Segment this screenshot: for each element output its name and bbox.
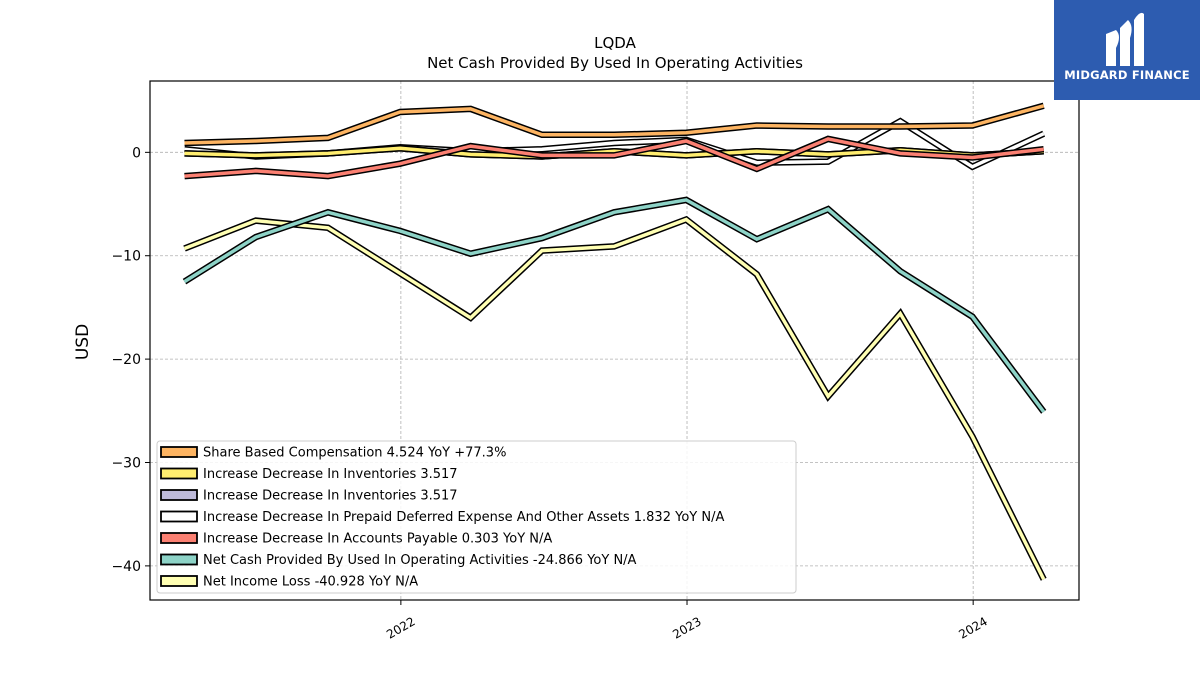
y-tick-label: −10: [111, 249, 141, 265]
legend-swatch: [160, 532, 198, 544]
series-line: [182, 196, 1047, 414]
legend-box: [156, 440, 797, 594]
series-lines: [182, 102, 1047, 581]
legend-swatch: [160, 489, 198, 501]
chart-title: LQDA: [594, 34, 636, 52]
y-tick-label: 0: [132, 145, 141, 161]
series-line-fill: [184, 104, 1045, 145]
x-tick-label: 2022: [384, 614, 417, 641]
brand-logo: MIDGARD FINANCE: [1054, 0, 1200, 100]
midgard-m-logo-icon: [1106, 12, 1144, 66]
legend-entry: Net Income Loss -40.928 YoY N/A: [203, 575, 418, 590]
legend: Share Based Compensation 4.524 YoY +77.3…: [156, 440, 797, 594]
legend-swatch: [160, 467, 198, 480]
plot-frame: [149, 80, 1080, 601]
legend-swatch: [160, 446, 198, 458]
x-tick-label: 2023: [670, 614, 703, 641]
y-tick-label: −30: [111, 455, 141, 471]
legend-entry: Increase Decrease In Accounts Payable 0.…: [203, 532, 552, 547]
x-tick-label: 2024: [956, 614, 989, 641]
legend-entry: Increase Decrease In Inventories 3.517: [203, 467, 458, 482]
series-line-fill: [183, 217, 1046, 581]
legend-entry: Net Cash Provided By Used In Operating A…: [203, 553, 637, 568]
series-line-outline: [182, 196, 1047, 414]
legend-entry: Share Based Compensation 4.524 YoY +77.3…: [203, 446, 506, 461]
series-line-fill: [184, 137, 1044, 178]
legend-entry: Increase Decrease In Prepaid Deferred Ex…: [203, 510, 724, 525]
chart-subtitle: Net Cash Provided By Used In Operating A…: [427, 54, 803, 72]
legend-entry: Increase Decrease In Inventories 3.517: [203, 489, 458, 504]
y-tick-label: −20: [111, 352, 141, 368]
series-line: [184, 102, 1045, 147]
series-line: [184, 135, 1045, 180]
brand-name: MIDGARD FINANCE: [1064, 68, 1190, 82]
y-tick-label: −40: [111, 559, 141, 575]
series-line-fill: [183, 198, 1046, 413]
series-line: [183, 215, 1047, 581]
legend-swatch: [160, 510, 198, 523]
y-axis-label: USD: [73, 324, 93, 360]
legend-swatch: [160, 575, 198, 587]
legend-swatch: [160, 553, 198, 566]
